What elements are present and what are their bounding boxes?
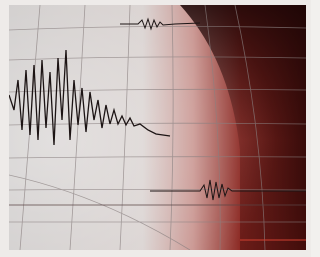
seismograph-photo	[0, 0, 311, 257]
photo	[9, 5, 306, 250]
